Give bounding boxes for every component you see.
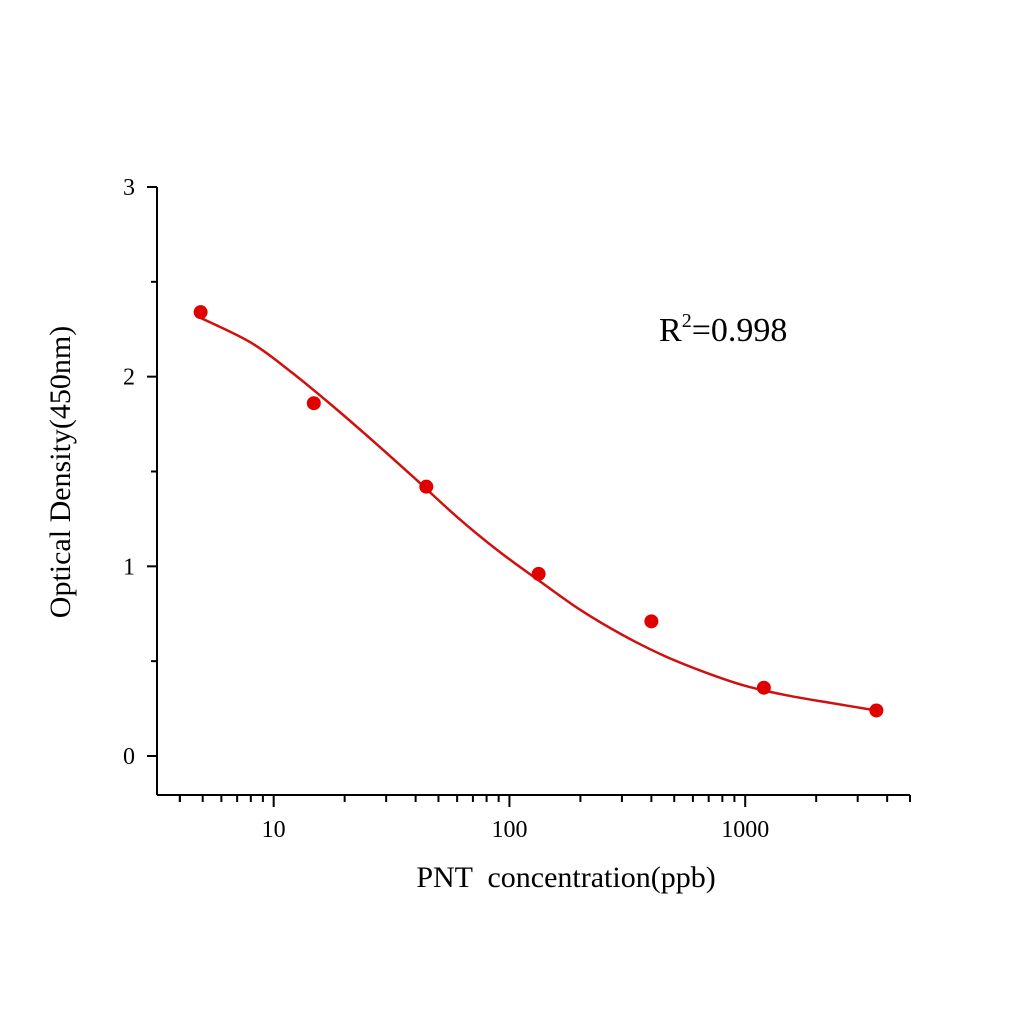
axes bbox=[156, 187, 910, 796]
r-squared-prefix: R bbox=[659, 312, 682, 349]
data-point bbox=[306, 396, 321, 411]
data-points bbox=[193, 305, 884, 718]
y-tick-label: 0 bbox=[123, 744, 135, 770]
data-point bbox=[193, 305, 208, 320]
x-axis-title: PNT concentration(ppb) bbox=[416, 861, 715, 894]
data-point bbox=[419, 479, 434, 494]
x-ticks: 10 100 1000 bbox=[178, 795, 911, 843]
y-tick-label: 2 bbox=[123, 365, 135, 391]
y-tick-label: 3 bbox=[123, 175, 135, 201]
data-point bbox=[756, 680, 771, 695]
fit-curve-group bbox=[200, 316, 877, 712]
data-point bbox=[531, 566, 546, 581]
data-point bbox=[869, 703, 884, 718]
r-squared-value: =0.998 bbox=[692, 312, 788, 349]
x-tick-label: 100 bbox=[491, 817, 527, 843]
y-axis-title: Optical Density(450nm) bbox=[44, 326, 77, 618]
x-tick-label: 1000 bbox=[721, 817, 769, 843]
x-tick-label: 10 bbox=[262, 817, 286, 843]
y-tick-label: 1 bbox=[123, 554, 135, 580]
y-ticks: 0 1 2 3 bbox=[123, 175, 157, 770]
data-point bbox=[644, 614, 659, 629]
r-squared-annotation: R2=0.998 bbox=[659, 310, 787, 349]
r-squared-superscript: 2 bbox=[682, 310, 692, 332]
fit-curve bbox=[200, 316, 877, 712]
